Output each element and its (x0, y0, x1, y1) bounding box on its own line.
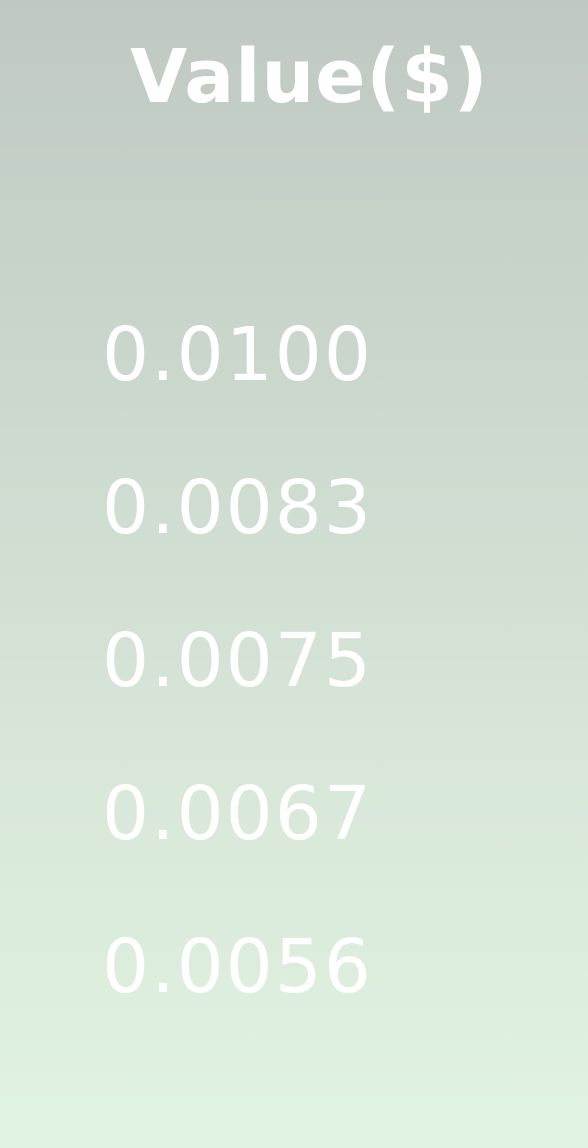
value-item: 0.0083 (102, 465, 373, 551)
value-item: 0.0075 (102, 618, 373, 704)
value-column-header: Value($) (130, 34, 489, 120)
value-item: 0.0100 (102, 312, 373, 398)
value-item: 0.0056 (102, 924, 373, 1010)
value-item: 0.0067 (102, 771, 373, 857)
value-list: 0.0100 0.0083 0.0075 0.0067 0.0056 (102, 318, 373, 1083)
